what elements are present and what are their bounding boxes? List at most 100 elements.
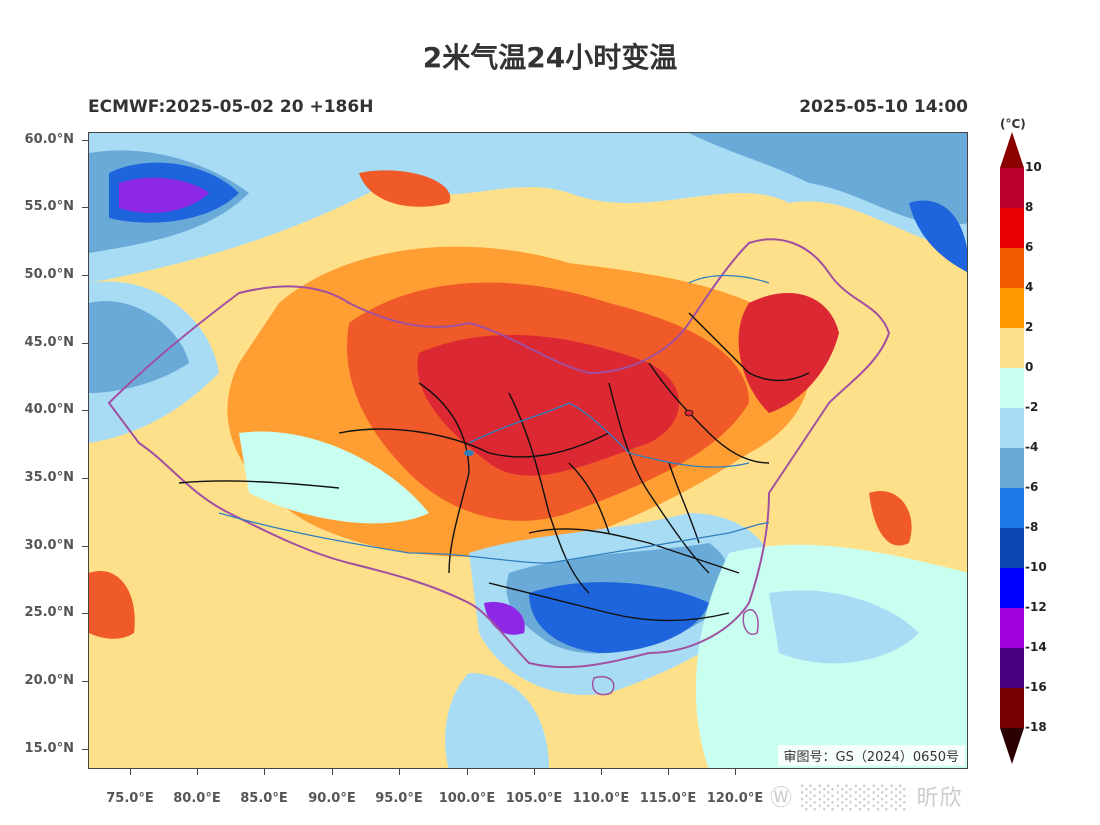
lat-tick [82, 140, 88, 141]
colorbar-swatch [1000, 248, 1024, 288]
lon-tick [197, 769, 198, 775]
colder-region-south [529, 582, 709, 653]
colorbar-swatch [1000, 408, 1024, 448]
colorbar-label: -10 [1025, 560, 1047, 574]
lat-tick [82, 207, 88, 208]
colorbar-label: -18 [1025, 720, 1047, 734]
colorbar-label: -6 [1025, 480, 1039, 494]
taiwan-outline [742, 609, 759, 635]
lat-tick [82, 343, 88, 344]
lat-tick [82, 478, 88, 479]
model-run-label: ECMWF:2025-05-02 20 +186H [88, 97, 374, 117]
map-approval-number: 审图号：GS（2024）0650号 [777, 745, 965, 766]
hainan-outline [592, 676, 615, 696]
lat-tick [82, 681, 88, 682]
hot-region-southwest [89, 571, 135, 639]
colorbar-bottom-arrow [1000, 728, 1024, 764]
lat-label: 20.0°N [24, 673, 74, 688]
hot-region-east-sea [869, 491, 912, 546]
lat-label: 25.0°N [24, 605, 74, 620]
lat-label: 15.0°N [24, 741, 74, 756]
cool-region-north [89, 133, 967, 283]
lon-tick [601, 769, 602, 775]
colorbar-label: 10 [1025, 160, 1042, 174]
map-panel[interactable]: 审图号：GS（2024）0650号 [88, 132, 968, 769]
lon-tick [332, 769, 333, 775]
colorbar-swatch [1000, 448, 1024, 488]
beijing-marker [684, 409, 694, 417]
lat-label: 30.0°N [24, 538, 74, 553]
neutral-region-west [239, 431, 429, 524]
colorbar-label: 0 [1025, 360, 1034, 374]
colorbar-top-arrow [1000, 132, 1024, 168]
colorbar-swatch [1000, 328, 1024, 368]
lon-tick [130, 769, 131, 775]
lon-label: 105.0°E [505, 791, 563, 806]
cool-region-sea [769, 590, 919, 664]
colder-region-northeast [909, 200, 967, 272]
colorbar-swatch [1000, 568, 1024, 608]
colorbar-label: -2 [1025, 400, 1039, 414]
lon-label: 100.0°E [438, 791, 496, 806]
colorbar-swatches [1000, 132, 1024, 764]
lat-label: 35.0°N [24, 470, 74, 485]
lon-label: 120.0°E [706, 791, 764, 806]
lat-tick [82, 410, 88, 411]
colorbar-label: -4 [1025, 440, 1039, 454]
valid-time-label: 2025-05-10 14:00 [799, 97, 968, 117]
cool-region-indochina [445, 673, 549, 768]
colorbar-label: 8 [1025, 200, 1034, 214]
national-border [107, 238, 891, 669]
lon-label: 80.0°E [173, 791, 221, 806]
colorbar-swatch [1000, 608, 1024, 648]
colorbar-swatch [1000, 368, 1024, 408]
colorbar-label: -8 [1025, 520, 1039, 534]
chart-title: 2米气温24小时变温 [422, 41, 678, 74]
qinghai-lake [464, 450, 474, 456]
lon-tick [399, 769, 400, 775]
coldest-region-south [484, 602, 525, 635]
lat-tick [82, 749, 88, 750]
lat-label: 40.0°N [24, 402, 74, 417]
colorbar-label: -14 [1025, 640, 1047, 654]
temperature-change-map [89, 133, 967, 768]
lat-label: 45.0°N [24, 335, 74, 350]
lon-label: 75.0°E [106, 791, 154, 806]
cold-region-northeast [689, 133, 967, 225]
cold-region-west [89, 301, 189, 393]
rivers [218, 274, 770, 564]
colorbar-swatch [1000, 488, 1024, 528]
colorbar [1000, 132, 1024, 764]
colorbar-swatch [1000, 168, 1024, 208]
lon-tick [264, 769, 265, 775]
lon-tick [668, 769, 669, 775]
colorbar-swatch [1000, 528, 1024, 568]
province-borders [178, 312, 810, 622]
lat-label: 55.0°N [24, 199, 74, 214]
colorbar-swatch [1000, 288, 1024, 328]
lon-tick [735, 769, 736, 775]
colorbar-label: 2 [1025, 320, 1034, 334]
watermark-logo: Ⓦ ░░░░░░ 昕欣 [770, 786, 963, 811]
lat-label: 50.0°N [24, 267, 74, 282]
lon-label: 115.0°E [639, 791, 697, 806]
colorbar-label: 6 [1025, 240, 1034, 254]
colorbar-swatch [1000, 688, 1024, 728]
hot-region-north-pocket [359, 170, 451, 207]
colorbar-label: 4 [1025, 280, 1034, 294]
lon-label: 110.0°E [572, 791, 630, 806]
very-hot-region-northeast [738, 293, 839, 413]
coldest-region-northwest [119, 177, 209, 213]
lat-tick [82, 613, 88, 614]
lon-tick [467, 769, 468, 775]
colorbar-label: -12 [1025, 600, 1047, 614]
lon-label: 95.0°E [375, 791, 423, 806]
colorbar-swatch [1000, 648, 1024, 688]
colorbar-swatch [1000, 208, 1024, 248]
colorbar-label: -16 [1025, 680, 1047, 694]
lon-tick [534, 769, 535, 775]
lon-label: 85.0°E [240, 791, 288, 806]
lon-label: 90.0°E [308, 791, 356, 806]
lat-tick [82, 275, 88, 276]
lat-tick [82, 546, 88, 547]
